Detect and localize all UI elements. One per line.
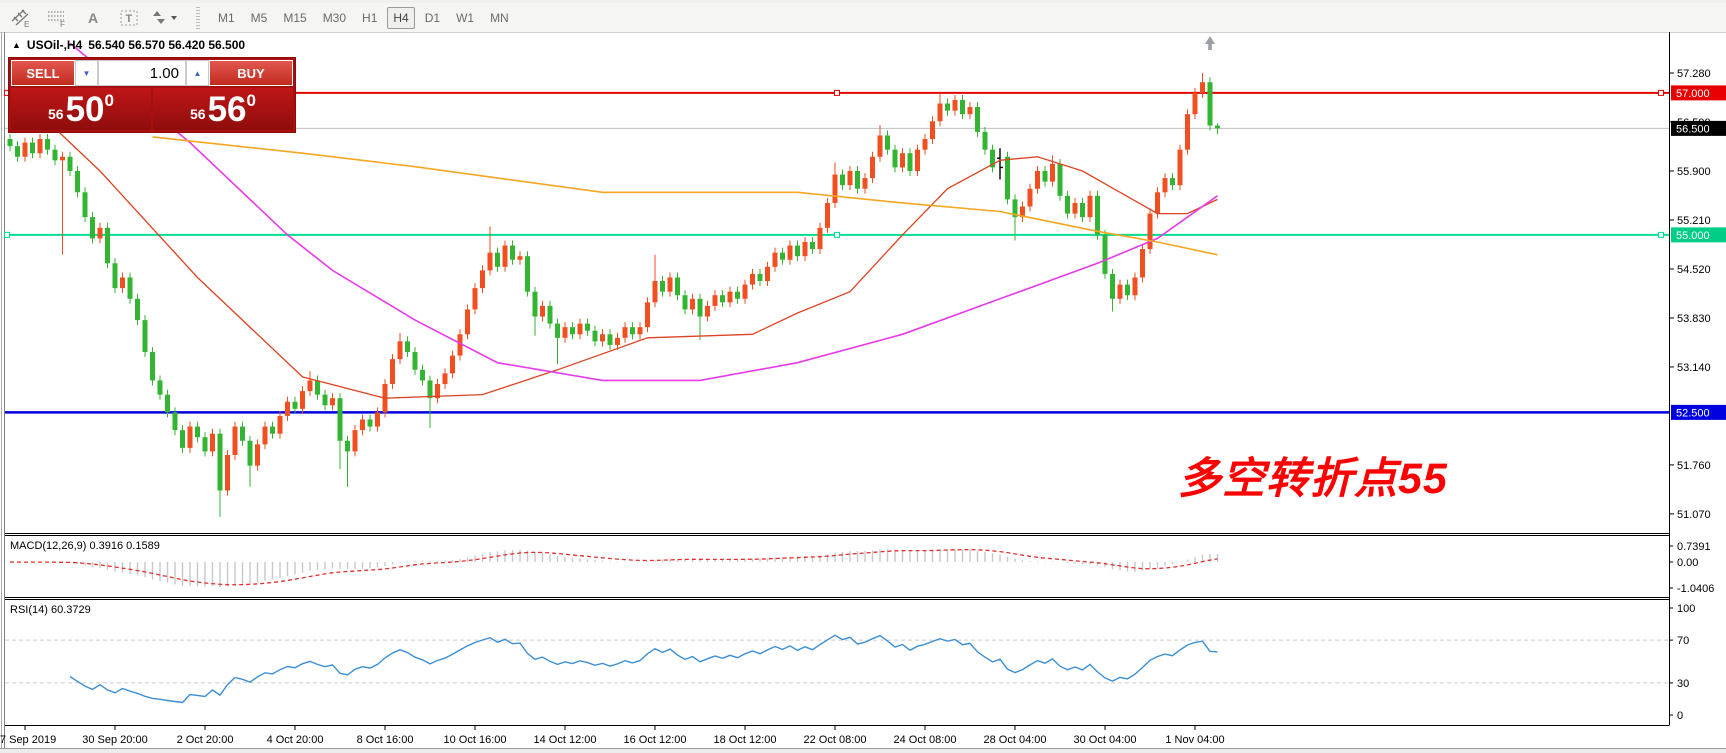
svg-text:53.830: 53.830 [1677, 313, 1711, 325]
toolbar-grip[interactable] [194, 6, 202, 29]
macd-label: MACD(12,26,9) 0.3916 0.1589 [10, 540, 160, 552]
rsi-panel: RSI(14) 60.3729 100 70 30 0 [5, 603, 1695, 722]
svg-text:100: 100 [1677, 603, 1695, 615]
svg-text:18 Oct 12:00: 18 Oct 12:00 [714, 734, 777, 746]
collapse-icon[interactable]: ▲ [12, 40, 21, 50]
symbol-title: USOil-,H4 [26, 38, 83, 52]
svg-text:55.900: 55.900 [1677, 166, 1711, 178]
svg-text:8 Oct 16:00: 8 Oct 16:00 [357, 734, 414, 746]
tab-timeframe-M30[interactable]: M30 [322, 10, 347, 25]
svg-text:2 Oct 20:00: 2 Oct 20:00 [177, 734, 234, 746]
svg-text:51.760: 51.760 [1677, 460, 1711, 472]
price-line-label [1671, 404, 1726, 420]
window-bottom-strip [0, 748, 1726, 753]
tab-timeframe-M15[interactable]: M15 [283, 10, 307, 25]
svg-text:27 Sep 2019: 27 Sep 2019 [0, 734, 56, 746]
svg-text:1 Nov 04:00: 1 Nov 04:00 [1165, 734, 1224, 746]
price-line-label [1671, 227, 1726, 243]
svg-text:30 Oct 04:00: 30 Oct 04:00 [1074, 734, 1137, 746]
buy-price-display[interactable]: 56 56 0 [153, 88, 293, 130]
tab-timeframe-D1[interactable]: D1 [424, 10, 441, 25]
svg-text:57.000: 57.000 [1676, 88, 1710, 100]
tab-timeframe-MN[interactable]: MN [490, 10, 509, 25]
svg-text:T: T [126, 13, 133, 25]
rsi-line [69, 634, 1218, 704]
ma-fast-red [54, 127, 1218, 399]
lot-size-input[interactable] [98, 60, 186, 86]
svg-text:4 Oct 20:00: 4 Oct 20:00 [267, 734, 324, 746]
chart-text-annotation: 多空转折点55 [1178, 455, 1448, 503]
tab-timeframe-W1[interactable]: W1 [456, 10, 475, 25]
svg-text:53.140: 53.140 [1677, 362, 1711, 374]
fibonacci-icon[interactable]: F [42, 6, 72, 30]
lot-increase-button[interactable]: ▲ [186, 60, 209, 86]
svg-text:22 Oct 08:00: 22 Oct 08:00 [804, 734, 867, 746]
svg-text:51.070: 51.070 [1677, 509, 1711, 521]
svg-text:28 Oct 04:00: 28 Oct 04:00 [984, 734, 1047, 746]
toolbar: E F A T M1 M5 M15 M30 H1 H4 D1 W1 MN [0, 3, 1726, 33]
svg-text:30 Sep 20:00: 30 Sep 20:00 [82, 734, 147, 746]
price-line-label [1671, 120, 1726, 136]
svg-text:24 Oct 08:00: 24 Oct 08:00 [894, 734, 957, 746]
equidistant-channel-icon[interactable]: E [6, 6, 36, 30]
svg-text:55.210: 55.210 [1677, 215, 1711, 227]
tab-timeframe-M5[interactable]: M5 [250, 10, 268, 25]
up-arrow-marker [1205, 36, 1215, 50]
tab-timeframe-H4[interactable]: H4 [387, 6, 415, 29]
sell-price-display[interactable]: 56 50 0 [11, 88, 151, 130]
svg-text:14 Oct 12:00: 14 Oct 12:00 [534, 734, 597, 746]
svg-text:55.000: 55.000 [1676, 230, 1710, 242]
rsi-label: RSI(14) 60.3729 [10, 604, 91, 616]
ma-mid-magenta [69, 42, 1218, 382]
buy-button[interactable]: BUY [209, 60, 293, 86]
sell-button[interactable]: SELL [11, 60, 75, 86]
price-line-label [1671, 85, 1726, 101]
tab-timeframe-M1[interactable]: M1 [218, 10, 235, 25]
svg-text:-1.0406: -1.0406 [1677, 583, 1714, 595]
ohlc-values: 56.540 56.570 56.420 56.500 [88, 38, 246, 52]
svg-text:52.500: 52.500 [1676, 407, 1710, 419]
svg-text:0.00: 0.00 [1677, 557, 1698, 569]
candles-layer [7, 73, 1220, 517]
price-axis: 57.28056.59055.90055.21054.52053.83053.1… [1669, 68, 1726, 521]
timeframe-bar: M1 M5 M15 M30 H1 H4 D1 W1 MN [210, 6, 517, 29]
ma-slow-orange [152, 136, 1218, 256]
text-box-icon[interactable]: T [114, 6, 144, 30]
svg-text:0: 0 [1677, 710, 1683, 722]
one-click-trading-panel: SELL ▼ ▲ BUY 56 50 0 56 56 0 [8, 57, 296, 133]
tab-timeframe-H1[interactable]: H1 [362, 10, 378, 25]
svg-text:E: E [24, 20, 29, 28]
svg-text:A: A [88, 10, 98, 26]
lot-decrease-button[interactable]: ▼ [75, 60, 98, 86]
svg-text:70: 70 [1677, 635, 1689, 647]
svg-text:54.520: 54.520 [1677, 264, 1711, 276]
macd-panel: MACD(12,26,9) 0.3916 0.1589 0.7391 0.00 -1.… [9, 540, 1714, 595]
svg-text:F: F [60, 20, 65, 28]
svg-text:56.500: 56.500 [1676, 123, 1710, 135]
window-top-strip [0, 0, 1726, 3]
svg-text:30: 30 [1677, 678, 1689, 690]
svg-text:0.7391: 0.7391 [1677, 541, 1711, 553]
svg-text:16 Oct 12:00: 16 Oct 12:00 [624, 734, 687, 746]
time-axis: 27 Sep 2019 30 Sep 20:00 2 Oct 20:00 4 Oct … [0, 725, 1225, 746]
chart-header: ▲ USOil-,H4 56.540 56.570 56.420 56.500 [12, 38, 245, 52]
svg-text:57.280: 57.280 [1677, 68, 1711, 80]
text-label-icon[interactable]: A [78, 6, 108, 30]
arrows-icon[interactable] [150, 6, 180, 30]
svg-text:10 Oct 16:00: 10 Oct 16:00 [444, 734, 507, 746]
